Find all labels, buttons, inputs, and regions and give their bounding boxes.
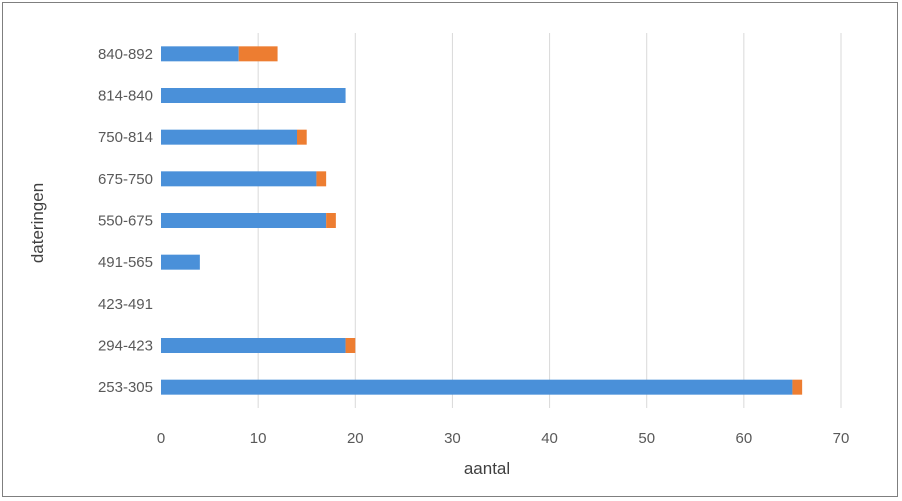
bar-550-675-series1 (161, 213, 327, 228)
bar-750-814-series1 (161, 129, 297, 145)
bar-675-750-series1 (161, 171, 317, 187)
category-label: 294-423 (98, 338, 153, 355)
x-tick-label: 30 (444, 430, 461, 447)
bars (161, 46, 803, 395)
x-axis-title: aantal (464, 459, 510, 478)
category-labels: 253-305 294-423 423-491 491-565 550-675 675-7… (98, 46, 153, 396)
bar-294-423-series1 (161, 338, 346, 353)
x-tick-label: 20 (347, 430, 364, 447)
bar-253-305-series2 (792, 379, 803, 395)
category-label: 814-840 (98, 88, 153, 105)
category-label: 840-892 (98, 46, 153, 63)
x-tick-label: 40 (541, 430, 558, 447)
x-tick-labels: 0 10 20 30 40 50 60 70 (157, 430, 850, 447)
bar-840-892-series2 (238, 46, 278, 62)
bar-840-892-series1 (161, 46, 239, 62)
gridlines (257, 33, 842, 408)
bar-491-565-series1 (161, 254, 200, 270)
category-label: 491-565 (98, 254, 153, 271)
category-label: 423-491 (98, 296, 153, 313)
bar-814-840-series1 (161, 88, 346, 103)
x-tick-label: 50 (638, 430, 655, 447)
x-tick-label: 60 (736, 430, 753, 447)
bar-253-305-series1 (161, 379, 793, 395)
category-label: 253-305 (98, 379, 153, 396)
category-label: 550-675 (98, 213, 153, 230)
category-label: 675-750 (98, 171, 153, 188)
x-tick-label: 0 (157, 430, 165, 447)
x-tick-label: 70 (833, 430, 850, 447)
category-label: 750-814 (98, 129, 153, 146)
bar-550-675-series2 (326, 213, 336, 228)
bar-675-750-series2 (316, 171, 327, 187)
bar-750-814-series2 (297, 129, 307, 145)
bar-294-423-series2 (345, 338, 356, 353)
bar-chart: 253-305 294-423 423-491 491-565 550-675 675-7… (28, 33, 850, 478)
y-axis-title: dateringen (28, 183, 47, 263)
x-tick-label: 10 (250, 430, 267, 447)
